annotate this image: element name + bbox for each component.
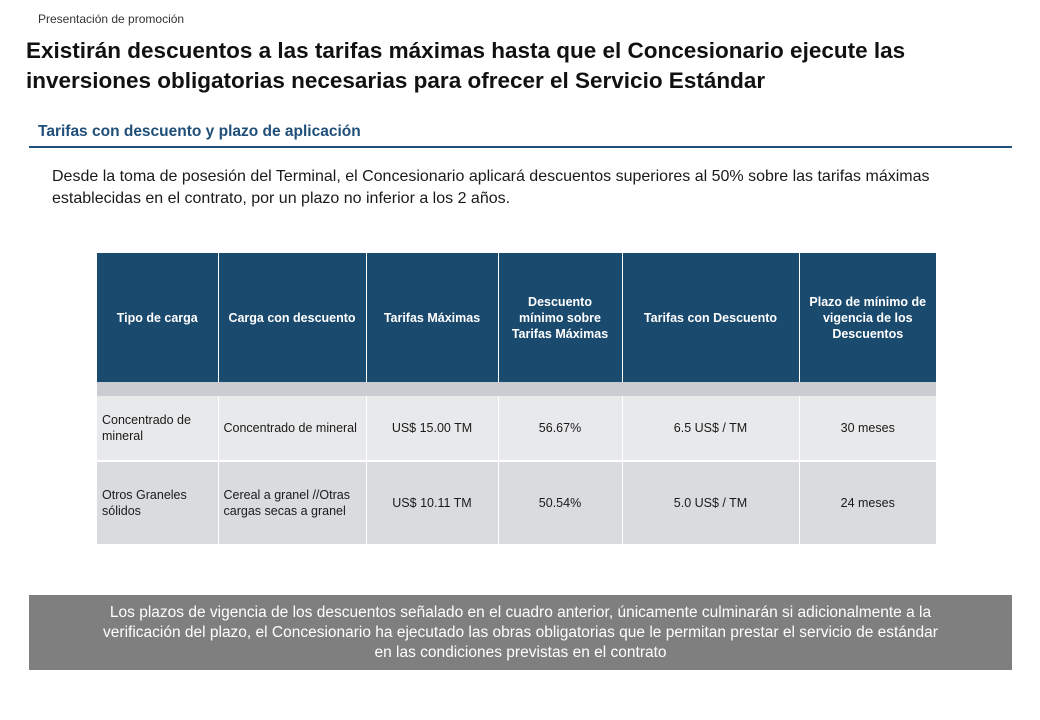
footnote-text: Los plazos de vigencia de los descuentos… <box>103 603 938 661</box>
header-discounted-cargo: Carga con descuento <box>218 253 367 382</box>
table-spacer-cell <box>97 382 936 396</box>
table-spacer-row <box>97 382 936 396</box>
page-title: Existirán descuentos a las tarifas máxim… <box>26 38 906 93</box>
header-min-validity: Plazo de mínimo de vigencia de los Descu… <box>799 253 936 382</box>
table-header-row: Tipo de carga Carga con descuento Tarifa… <box>97 253 936 382</box>
cell-discounted-rate: 6.5 US$ / TM <box>622 396 800 462</box>
cell-min-validity: 30 meses <box>799 396 936 462</box>
header-max-rates: Tarifas Máximas <box>366 253 499 382</box>
cell-discounted-rate: 5.0 US$ / TM <box>622 461 800 546</box>
cell-cargo-type: Otros Graneles sólidos <box>97 461 219 546</box>
table-row: Concentrado de mineral Concentrado de mi… <box>97 396 936 462</box>
cell-max-rate: US$ 10.11 TM <box>366 461 499 546</box>
section-divider <box>29 146 1012 148</box>
cell-cargo-type: Concentrado de mineral <box>97 396 219 462</box>
cell-discounted-cargo: Concentrado de mineral <box>218 396 367 462</box>
header-cargo-type: Tipo de carga <box>97 253 219 382</box>
cell-max-rate: US$ 15.00 TM <box>366 396 499 462</box>
intro-paragraph: Desde la toma de posesión del Terminal, … <box>52 168 930 207</box>
discount-rates-table: Tipo de carga Carga con descuento Tarifa… <box>97 253 936 546</box>
cell-discounted-cargo: Cereal a granel //Otras cargas secas a g… <box>218 461 367 546</box>
cell-min-discount: 56.67% <box>498 396 623 462</box>
header-discounted-rates: Tarifas con Descuento <box>622 253 800 382</box>
cell-min-validity: 24 meses <box>799 461 936 546</box>
cell-min-discount: 50.54% <box>498 461 623 546</box>
header-min-discount: Descuento mínimo sobre Tarifas Máximas <box>498 253 623 382</box>
presentation-kicker: Presentación de promoción <box>38 12 185 26</box>
section-heading: Tarifas con descuento y plazo de aplicac… <box>38 123 361 140</box>
footnote-banner: Los plazos de vigencia de los descuentos… <box>29 595 1012 670</box>
table-row: Otros Graneles sólidos Cereal a granel /… <box>97 461 936 546</box>
